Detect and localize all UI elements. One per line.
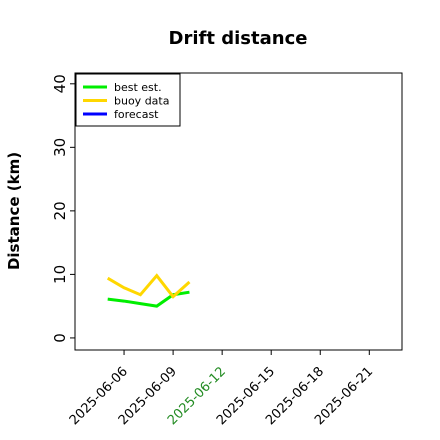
y-tick-label: 30 <box>51 138 69 157</box>
legend-label: best est. <box>114 81 162 94</box>
y-tick-label: 10 <box>51 265 69 284</box>
y-tick-label: 20 <box>51 201 69 220</box>
chart-title: Drift distance <box>169 28 308 49</box>
y-tick-label: 0 <box>51 333 69 343</box>
y-tick-label: 40 <box>51 74 69 93</box>
legend-label: buoy data <box>114 95 169 108</box>
plot-frame <box>74 72 403 351</box>
y-axis-label: Distance (km) <box>5 152 23 270</box>
series-line <box>106 273 191 299</box>
legend-label: forecast <box>114 108 159 121</box>
